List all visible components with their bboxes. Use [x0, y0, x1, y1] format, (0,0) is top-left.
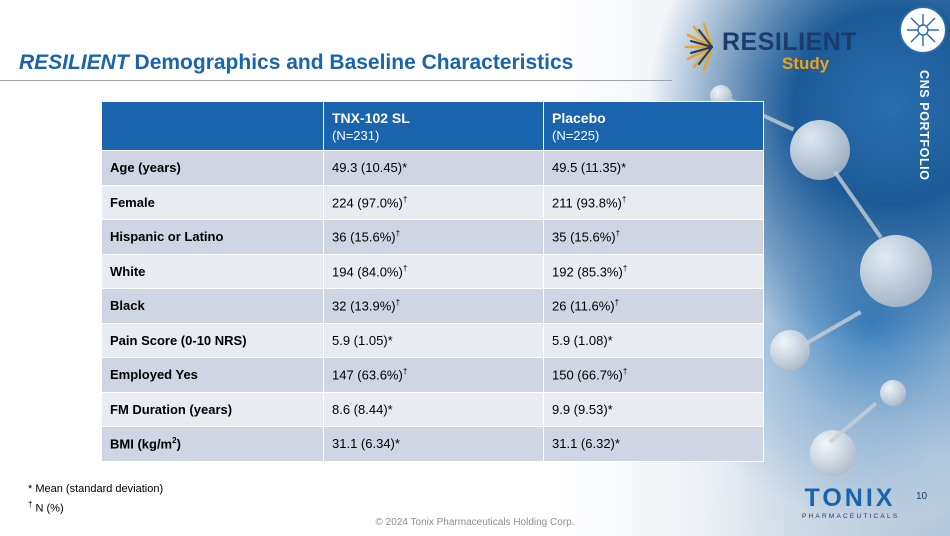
starburst-icon — [684, 22, 714, 72]
footnote-mean: * Mean (standard deviation) — [28, 483, 164, 495]
tnx-value: 147 (63.6%)† — [323, 357, 544, 393]
tnx-value: 5.9 (1.05)* — [323, 322, 544, 358]
demographics-table: TNX-102 SL (N=231) Placebo (N=225) Age (… — [101, 101, 764, 462]
tonix-wordmark: TONIX — [804, 484, 896, 512]
copyright: © 2024 Tonix Pharmaceuticals Holding Cor… — [375, 517, 575, 528]
placebo-value: 5.9 (1.08)* — [543, 322, 764, 358]
header-placebo-n: (N=225) — [552, 127, 600, 143]
cns-portfolio-label: CNS PORTFOLIO — [917, 70, 931, 181]
placebo-value: 35 (15.6%)† — [543, 219, 764, 255]
logo-subtitle: Study — [782, 54, 830, 73]
row-label: Pain Score (0-10 NRS) — [101, 322, 324, 358]
neuron-icon — [899, 6, 947, 54]
molecule-sphere — [790, 120, 850, 180]
molecule-sphere — [860, 235, 932, 307]
tnx-value: 224 (97.0%)† — [323, 184, 544, 220]
tonix-logo: TONIX PHARMACEUTICALS — [802, 484, 898, 524]
resilient-study-logo: RESILIENT Study — [676, 17, 857, 79]
tnx-value: 49.3 (10.45)* — [323, 150, 544, 186]
tnx-value: 32 (13.9%)† — [323, 288, 544, 324]
header-placebo-name: Placebo — [552, 109, 606, 126]
placebo-value: 31.1 (6.32)* — [543, 426, 764, 462]
table-row: Female 224 (97.0%)† 211 (93.8%)† — [101, 184, 764, 220]
table-row: Black 32 (13.9%)† 26 (11.6%)† — [101, 288, 764, 324]
placebo-value: 9.9 (9.53)* — [543, 391, 764, 427]
header-placebo: Placebo (N=225) — [543, 101, 764, 151]
page-title: RESILIENT Demographics and Baseline Char… — [19, 51, 573, 75]
molecule-bond — [833, 170, 883, 239]
row-label: Hispanic or Latino — [101, 219, 324, 255]
header-empty-cell — [101, 101, 324, 151]
tonix-subtitle: PHARMACEUTICALS — [802, 513, 900, 520]
footnotes: * Mean (standard deviation) † N (%) — [28, 482, 163, 517]
table-row: Age (years) 49.3 (10.45)* 49.5 (11.35)* — [101, 150, 764, 186]
table-row: BMI (kg/m2) 31.1 (6.34)* 31.1 (6.32)* — [101, 426, 764, 462]
table-row: Pain Score (0-10 NRS) 5.9 (1.05)* 5.9 (1… — [101, 322, 764, 358]
row-label: Female — [101, 184, 324, 220]
footnote-n: † N (%) — [28, 500, 64, 515]
header-tnx-name: TNX-102 SL — [332, 109, 410, 126]
table-row: White 194 (84.0%)† 192 (85.3%)† — [101, 253, 764, 289]
header-tnx-n: (N=231) — [332, 127, 380, 143]
tnx-value: 194 (84.0%)† — [323, 253, 544, 289]
molecule-bond — [799, 310, 862, 349]
side-label: CNS PORTFOLIO — [913, 70, 931, 270]
page-title-rest: Demographics and Baseline Characteristic… — [128, 51, 574, 74]
table-row: Hispanic or Latino 36 (15.6%)† 35 (15.6%… — [101, 219, 764, 255]
tnx-value: 36 (15.6%)† — [323, 219, 544, 255]
header-tnx: TNX-102 SL (N=231) — [323, 101, 544, 151]
molecule-sphere — [770, 330, 810, 370]
title-divider — [0, 80, 672, 81]
page-title-italic: RESILIENT — [19, 51, 129, 74]
row-label: White — [101, 253, 324, 289]
molecule-sphere — [880, 380, 906, 406]
placebo-value: 26 (11.6%)† — [543, 288, 764, 324]
table-header-row: TNX-102 SL (N=231) Placebo (N=225) — [101, 101, 764, 151]
tnx-value: 8.6 (8.44)* — [323, 391, 544, 427]
placebo-value: 150 (66.7%)† — [543, 357, 764, 393]
placebo-value: 192 (85.3%)† — [543, 253, 764, 289]
row-label: BMI (kg/m2) — [101, 426, 324, 462]
logo-wordmark: RESILIENT — [722, 28, 858, 56]
molecule-bond — [828, 401, 878, 444]
placebo-value: 49.5 (11.35)* — [543, 150, 764, 186]
row-label: Employed Yes — [101, 357, 324, 393]
tnx-value: 31.1 (6.34)* — [323, 426, 544, 462]
table-row: Employed Yes 147 (63.6%)† 150 (66.7%)† — [101, 357, 764, 393]
placebo-value: 211 (93.8%)† — [543, 184, 764, 220]
page-number: 10 — [916, 491, 928, 502]
row-label: FM Duration (years) — [101, 391, 324, 427]
table-row: FM Duration (years) 8.6 (8.44)* 9.9 (9.5… — [101, 391, 764, 427]
row-label: Black — [101, 288, 324, 324]
row-label: Age (years) — [101, 150, 324, 186]
